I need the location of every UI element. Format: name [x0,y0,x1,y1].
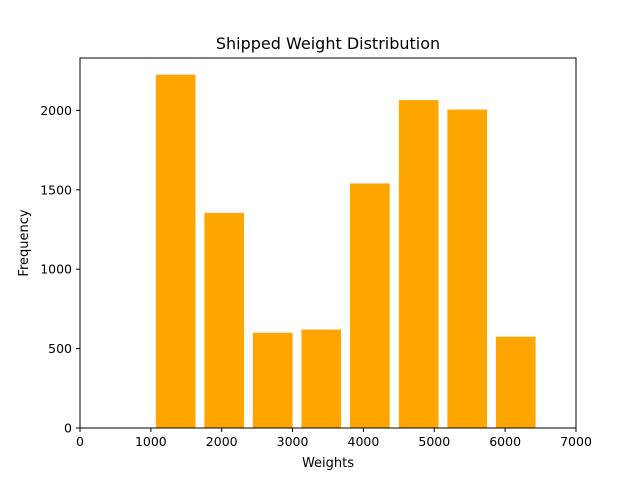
bar-7 [447,109,488,429]
bar-1 [155,74,196,429]
x-tick-label: 4000 [348,434,380,449]
y-tick-label: 0 [64,421,72,436]
y-axis-label: Frequency [17,209,32,276]
bar-8 [495,336,536,428]
bars-layer [155,74,536,429]
y-tick-label: 1500 [40,182,72,197]
x-tick-label: 1000 [135,434,167,449]
chart-title: Shipped Weight Distribution [216,34,440,53]
y-tick-label: 1000 [40,262,72,277]
x-tick-label: 3000 [277,434,309,449]
bar-5 [349,183,390,428]
x-axis-label: Weights [302,456,354,471]
y-tick-label: 500 [48,341,72,356]
x-tick-label: 0 [76,434,84,449]
x-tick-label: 2000 [206,434,238,449]
bar-3 [252,332,293,428]
x-tick-label: 7000 [560,434,592,449]
y-axis-ticks: 0 500 1000 1500 2000 [40,103,80,436]
x-tick-label: 6000 [489,434,521,449]
bar-2 [204,212,245,428]
x-axis-ticks: 0 1000 2000 3000 4000 5000 6000 7000 [76,428,592,449]
bar-4 [301,329,342,428]
y-tick-label: 2000 [40,103,72,118]
plot-frame [79,57,577,429]
x-tick-label: 5000 [418,434,450,449]
bar-6 [398,100,439,428]
